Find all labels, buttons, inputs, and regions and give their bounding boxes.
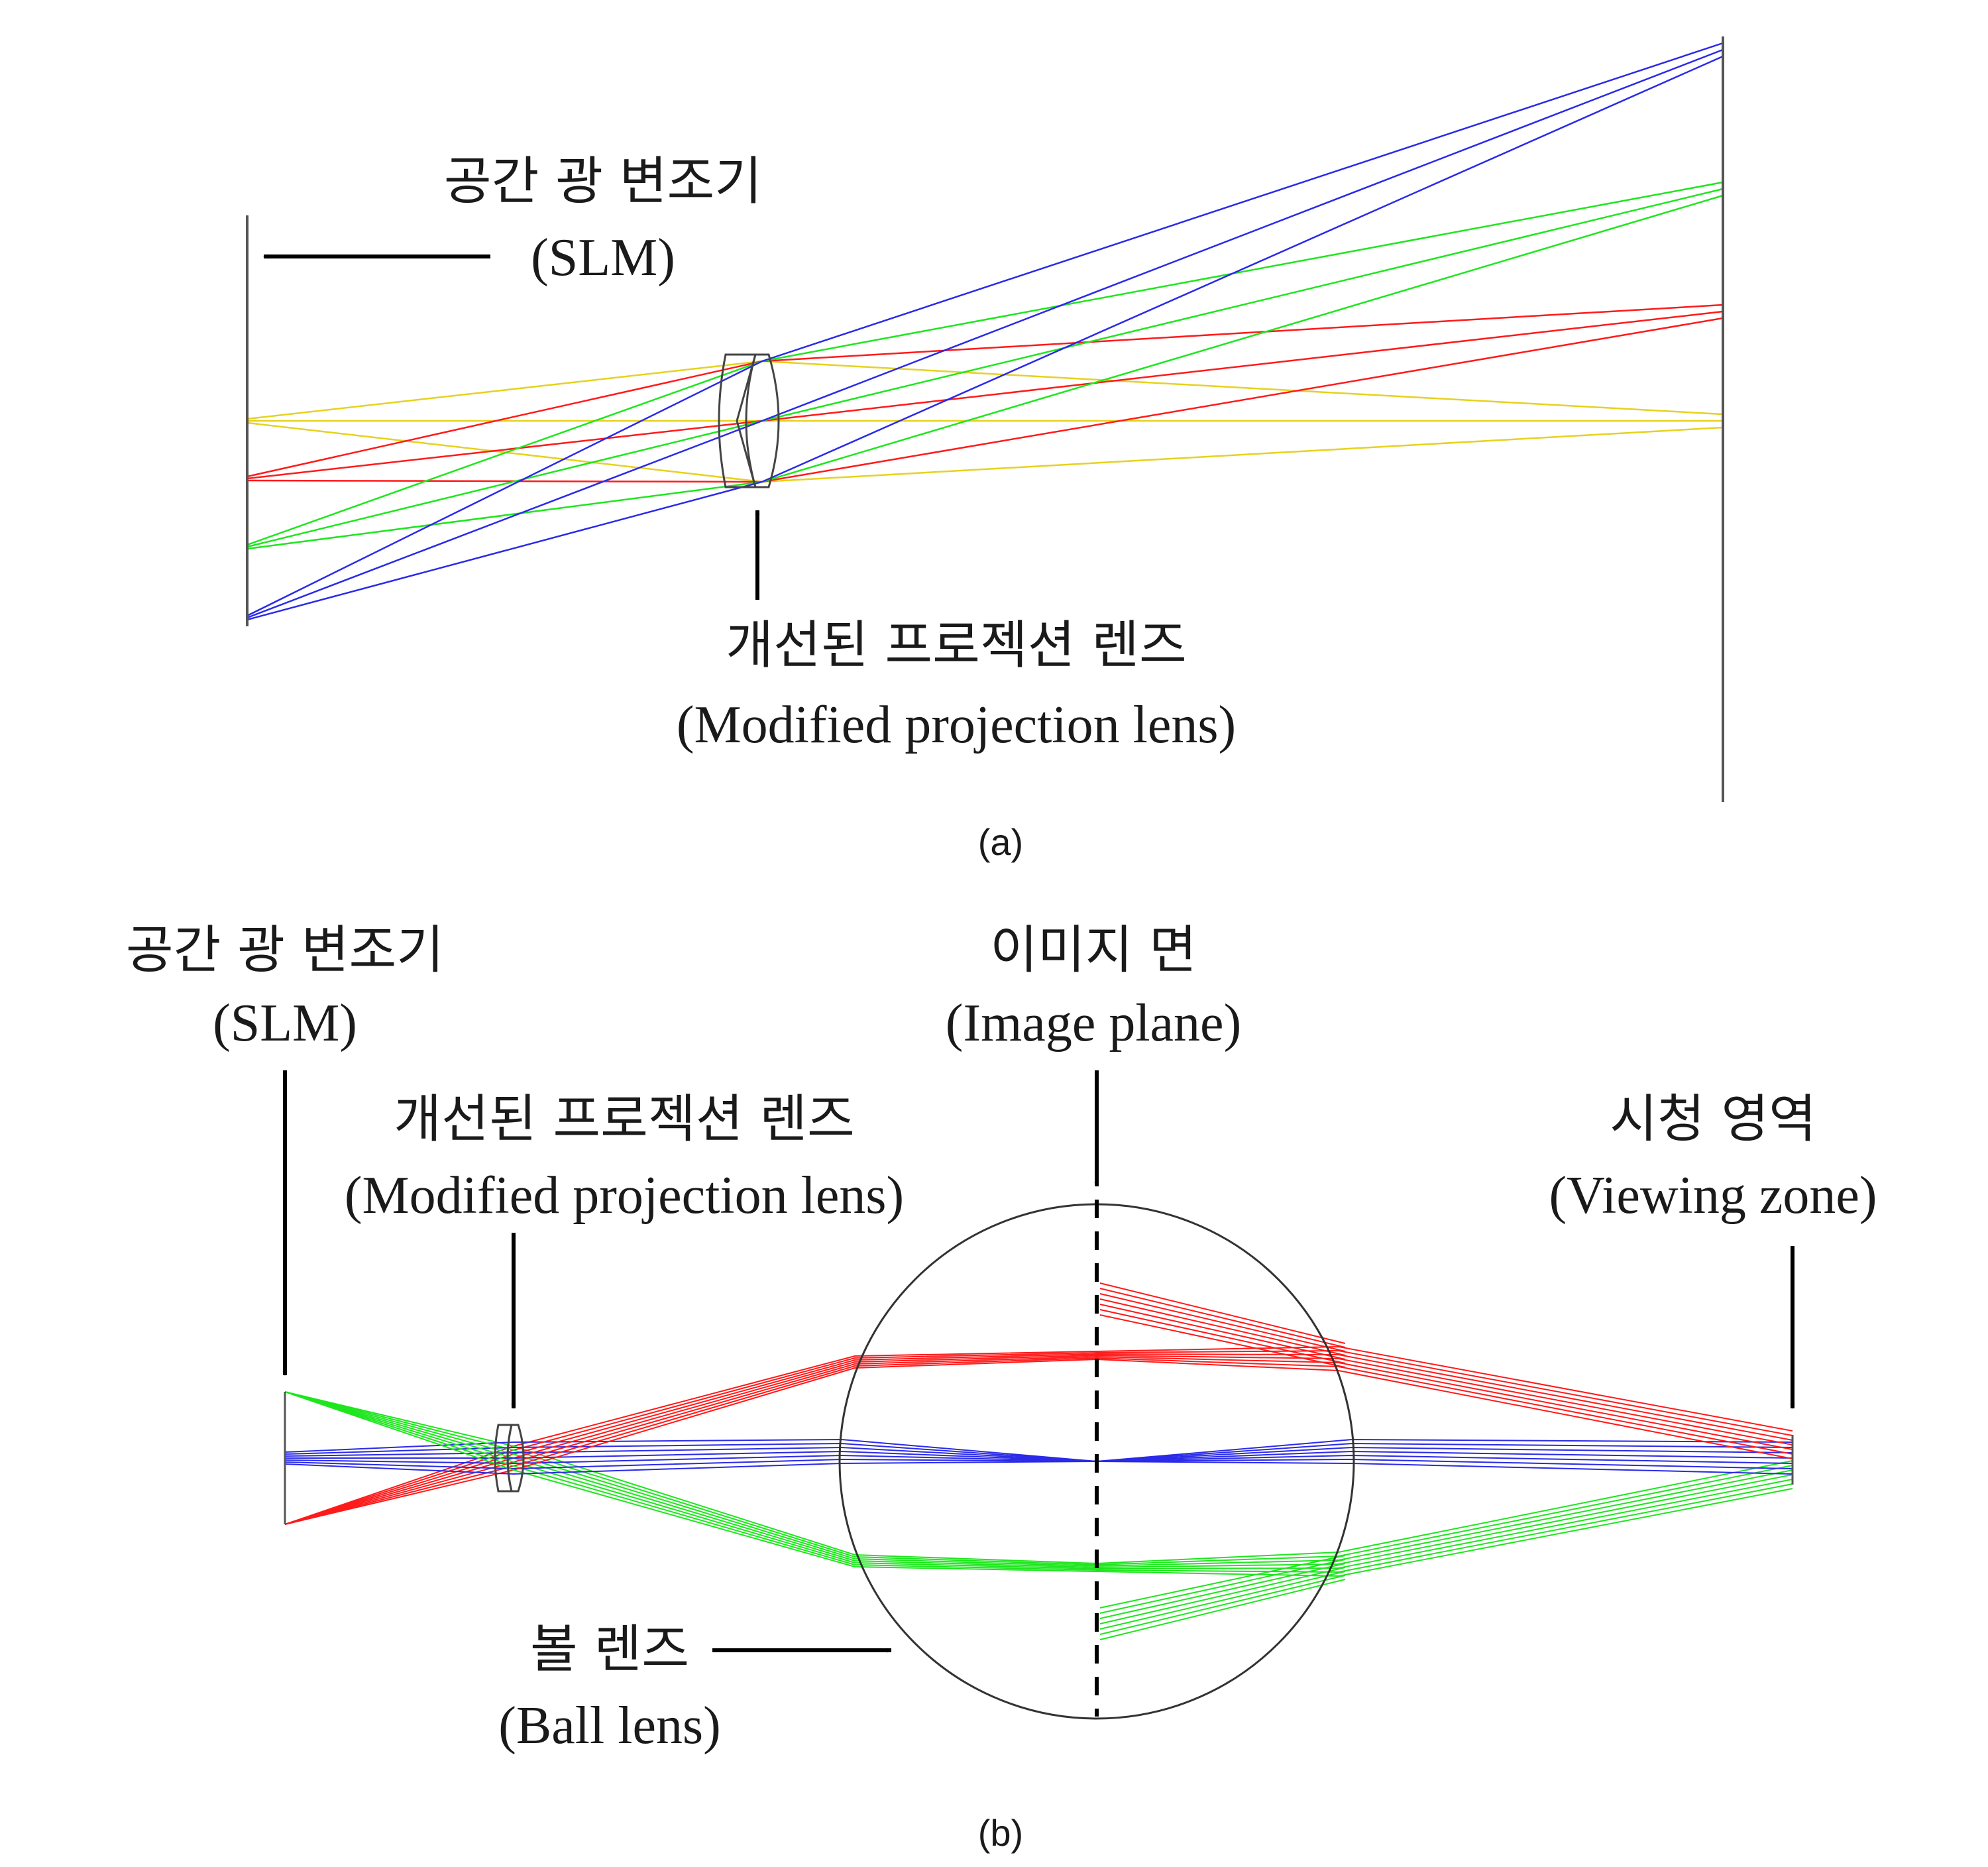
ray-b-green-image [1099, 1567, 1346, 1624]
ray-b-green-image [1099, 1579, 1346, 1640]
ray-b-red [284, 1349, 1793, 1525]
slm-label-en-b: (SLM) [213, 994, 357, 1052]
projection-lens-b [494, 1424, 525, 1493]
ray-b-green-image [1099, 1563, 1346, 1619]
caption-b: (b) [978, 1812, 1023, 1854]
ray-b-red [284, 1354, 1793, 1525]
ray-b-blue [284, 1442, 1793, 1463]
panel-a: 공간 광 변조기 (SLM) 개선된 프로젝션 렌즈 (Modified pro… [246, 36, 1724, 863]
image-plane-label-ko: 이미지 면 [990, 921, 1197, 980]
ray-a [247, 422, 1724, 483]
ray-a [247, 360, 1724, 420]
ray-a [247, 55, 1724, 621]
ray-b-green [284, 1391, 1793, 1573]
panel-b: 공간 광 변조기 (SLM) 개선된 프로젝션 렌즈 (Modified pro… [126, 921, 1877, 1854]
lens-label-ko-a: 개선된 프로젝션 렌즈 [726, 616, 1186, 675]
ray-a [247, 181, 1724, 546]
ray-b-red [284, 1357, 1793, 1525]
ray-b-green-image [1099, 1555, 1346, 1609]
ray-b-blue [284, 1460, 1793, 1475]
ray-a [247, 42, 1724, 617]
ray-a [247, 317, 1724, 483]
ray-b-red [284, 1358, 1793, 1525]
slm-label-en-a: (SLM) [531, 229, 675, 287]
slm-label-ko-b: 공간 광 변조기 [126, 921, 444, 980]
ray-b-green-image [1099, 1559, 1346, 1614]
ray-b-red-image [1099, 1293, 1346, 1352]
ray-a [247, 304, 1724, 478]
ray-b-green [284, 1391, 1793, 1565]
panel-b-rays [284, 1282, 1793, 1640]
ray-b-blue [284, 1454, 1793, 1465]
ray-a [247, 48, 1724, 619]
ray-a [247, 194, 1724, 550]
lens-label-en-b: (Modified projection lens) [345, 1166, 904, 1225]
ray-b-red-image [1099, 1298, 1346, 1356]
projection-lens-a [718, 353, 780, 488]
ray-b-green [284, 1391, 1793, 1569]
ray-b-green [284, 1391, 1793, 1567]
lens-label-ko-b: 개선된 프로젝션 렌즈 [394, 1090, 854, 1149]
ray-b-red-image [1099, 1309, 1346, 1364]
image-plane-label-en: (Image plane) [946, 994, 1241, 1052]
ball-lens-label-ko: 볼 렌즈 [530, 1620, 689, 1679]
ray-b-green [284, 1391, 1793, 1570]
ray-b-blue [284, 1458, 1793, 1470]
panel-a-rays [247, 42, 1724, 621]
slm-label-ko-a: 공간 광 변조기 [444, 152, 762, 211]
caption-a: (a) [978, 821, 1023, 863]
ray-b-red-image [1099, 1314, 1346, 1368]
ray-b-green [284, 1391, 1793, 1566]
lens-label-en-a: (Modified projection lens) [677, 696, 1236, 754]
ray-b-red-image [1099, 1282, 1346, 1344]
ray-b-green-image [1099, 1575, 1346, 1635]
viewing-zone-label-ko: 시청 영역 [1610, 1090, 1816, 1149]
ray-a [247, 188, 1724, 548]
ray-b-red-image [1099, 1288, 1346, 1348]
ray-a [247, 310, 1724, 480]
ray-b-green [284, 1391, 1793, 1577]
ray-b-green-image [1099, 1571, 1346, 1630]
ball-lens-label-en: (Ball lens) [498, 1697, 720, 1755]
viewing-zone-label-en: (Viewing zone) [1549, 1166, 1877, 1225]
ray-b-red-image [1099, 1304, 1346, 1360]
ray-b-red [284, 1353, 1793, 1525]
ray-b-blue [285, 1450, 1793, 1463]
ray-b-red [284, 1345, 1793, 1525]
